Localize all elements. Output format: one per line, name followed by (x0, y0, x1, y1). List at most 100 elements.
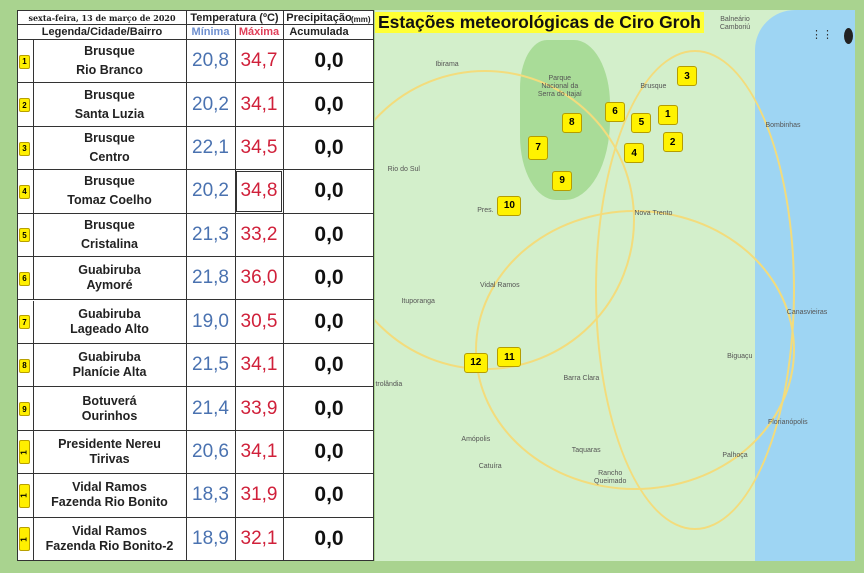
accum-header: Acumulada (289, 26, 349, 38)
place-label: Rio do Sul (387, 165, 420, 173)
station-row: 7 Guabiruba Lageado Alto 19,0 30,5 0,0 (18, 300, 373, 344)
place-label: Bombinhas (765, 121, 801, 129)
precipitation: 0,0 (314, 483, 344, 507)
min-temp: 18,9 (192, 528, 229, 550)
place-label: Rancho Queimado (594, 470, 627, 486)
station-name: Guabiruba Planície Alta (72, 350, 147, 380)
station-name: Brusque Cristalina (81, 217, 138, 251)
station-row: 4 Brusque Tomaz Coelho 20,2 34,8 0,0 (18, 170, 373, 214)
station-name: Vidal Ramos Fazenda Rio Bonito-2 (45, 524, 174, 554)
max-temp: 33,2 (240, 223, 278, 245)
precipitation: 0,0 (314, 49, 344, 73)
station-badge: 4 (19, 184, 30, 199)
max-temp: 34,1 (240, 440, 278, 462)
stations-map[interactable]: Ibirama Parque Nacional da Serra do Itaja… (375, 10, 855, 561)
min-temp: 20,6 (192, 440, 229, 462)
station-name: Brusque Santa Luzia (74, 87, 145, 121)
min-temp: 20,8 (192, 50, 229, 72)
max-temp: 30,5 (240, 310, 278, 332)
max-header: Máxima (238, 26, 280, 38)
station-row: 1 Brusque Rio Branco 20,8 34,7 0,0 (18, 40, 373, 84)
precip-header: Precipitação (286, 12, 352, 24)
station-badge: 5 (19, 228, 30, 243)
station-marker[interactable]: 1 (657, 104, 678, 125)
station-marker[interactable]: 4 (624, 143, 645, 164)
max-temp: 34,1 (240, 354, 278, 376)
station-row: 6 Guabiruba Aymoré 21,8 36,0 0,0 (18, 257, 373, 301)
station-marker[interactable]: 6 (605, 101, 625, 122)
place-label: Catuíra (478, 463, 502, 471)
station-name: Brusque Centro (84, 131, 135, 165)
station-name: Vidal Ramos Fazenda Rio Bonito (51, 480, 168, 510)
header-row-2: Legenda/Cidade/Bairro Mínima Máxima Acum… (18, 25, 373, 40)
max-temp: 32,1 (240, 528, 278, 550)
precipitation: 0,0 (314, 266, 344, 290)
max-temp: 31,9 (240, 484, 278, 506)
unit-label: (mm) (351, 15, 371, 24)
min-temp: 19,0 (192, 310, 229, 332)
weather-table: sexta-feira, 13 de março de 2020 Tempera… (17, 10, 374, 561)
map-title: Estações meteorológicas de Ciro Groh (375, 12, 704, 33)
station-name: Brusque Rio Branco (76, 44, 143, 78)
place-label: Palhoça (722, 452, 748, 460)
min-temp: 22,1 (192, 137, 229, 159)
min-temp: 18,3 (192, 484, 229, 506)
min-temp: 21,3 (192, 223, 229, 245)
max-temp: 33,9 (240, 397, 278, 419)
station-name: Guabiruba Lageado Alto (70, 306, 149, 336)
place-label: Amópolis (461, 435, 491, 443)
max-temp[interactable]: 34,8 (235, 170, 283, 212)
station-badge: 2 (19, 98, 30, 113)
account-icon[interactable] (844, 28, 853, 44)
max-temp: 34,1 (240, 93, 278, 115)
precipitation: 0,0 (314, 136, 344, 160)
header-row-1: sexta-feira, 13 de março de 2020 Tempera… (18, 11, 373, 25)
station-marker[interactable]: 11 (497, 347, 522, 368)
station-marker[interactable]: 12 (463, 352, 488, 373)
date-label: sexta-feira, 13 de março de 2020 (28, 13, 176, 23)
station-name: Guabiruba Aymoré (78, 263, 141, 293)
station-marker[interactable]: 8 (561, 112, 582, 133)
min-header: Mínima (191, 26, 230, 38)
precipitation: 0,0 (314, 179, 344, 203)
place-label: Pres. (477, 207, 494, 215)
station-badge: 1 (19, 54, 30, 69)
place-label: Biguaçu (727, 353, 753, 361)
station-marker[interactable]: 10 (497, 195, 522, 216)
station-marker[interactable]: 9 (552, 170, 573, 191)
min-temp: 20,2 (192, 93, 229, 115)
max-temp: 34,7 (240, 50, 278, 72)
temperature-header: Temperatura (ºC) (190, 12, 279, 24)
place-label: Taquaras (571, 446, 601, 454)
place-label: Ituporanga (401, 298, 435, 306)
station-row: 9 Botuverá Ourinhos 21,4 33,9 0,0 (18, 387, 373, 431)
station-badge: 8 (19, 358, 30, 373)
precipitation: 0,0 (314, 396, 344, 420)
place-label: Petrolândia (375, 380, 403, 388)
precipitation: 0,0 (314, 527, 344, 551)
station-marker[interactable]: 5 (631, 112, 652, 133)
place-label: Parque Nacional da Serra do Itajaí (537, 75, 582, 99)
place-label: Vidal Ramos (480, 281, 520, 289)
place-label: Canasvieiras (786, 309, 828, 317)
station-name: Presidente Nereu Tirivas (58, 436, 161, 466)
precipitation: 0,0 (314, 353, 344, 377)
station-name: Botuverá Ourinhos (81, 393, 138, 423)
station-row: 1 Presidente Nereu Tirivas 20,6 34,1 0,0 (18, 430, 373, 475)
station-marker[interactable]: 2 (662, 132, 683, 153)
station-badge: 1 (19, 440, 30, 465)
precipitation: 0,0 (314, 222, 344, 246)
station-row: 2 Brusque Santa Luzia 20,2 34,1 0,0 (18, 83, 373, 127)
station-badge: 3 (19, 141, 30, 156)
min-temp: 21,4 (192, 397, 229, 419)
station-row: 3 Brusque Centro 22,1 34,5 0,0 (18, 126, 373, 171)
min-temp: 21,8 (192, 267, 229, 289)
station-badge: 7 (19, 315, 30, 330)
station-marker[interactable]: 7 (528, 135, 549, 160)
station-marker[interactable]: 3 (677, 66, 697, 87)
station-row: 1 Vidal Ramos Fazenda Rio Bonito-2 18,9 3… (18, 517, 373, 561)
apps-grid-icon[interactable]: ⋮⋮ (811, 29, 833, 41)
place-label: Florianópolis (767, 419, 808, 427)
station-badge: 9 (19, 402, 30, 417)
station-row: 1 Vidal Ramos Fazenda Rio Bonito 18,3 31,… (18, 474, 373, 518)
